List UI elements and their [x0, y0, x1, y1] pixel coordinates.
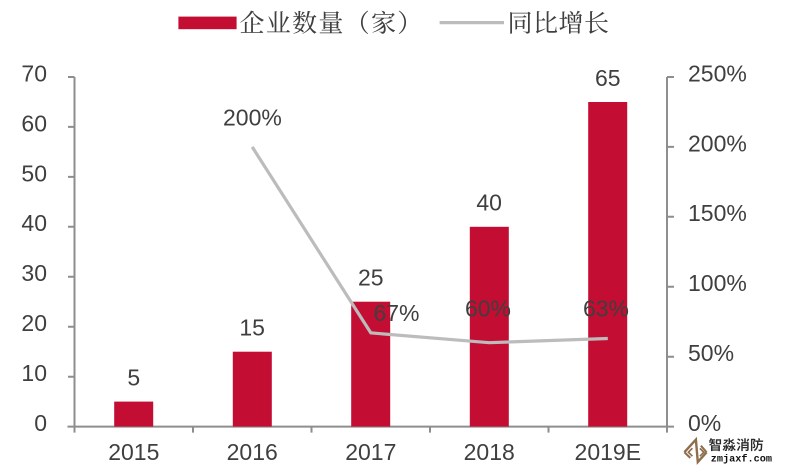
svg-text:10: 10 [21, 360, 47, 386]
svg-text:0: 0 [34, 410, 47, 436]
svg-text:5: 5 [127, 365, 140, 391]
svg-text:30: 30 [21, 260, 47, 286]
svg-text:zmjaxf.com: zmjaxf.com [711, 453, 772, 465]
svg-text:70: 70 [21, 60, 47, 86]
svg-text:67%: 67% [373, 300, 419, 326]
svg-text:15: 15 [239, 315, 265, 341]
svg-text:60%: 60% [465, 295, 511, 321]
svg-text:20: 20 [21, 310, 47, 336]
svg-text:100%: 100% [688, 270, 747, 296]
svg-text:2019E: 2019E [575, 439, 642, 465]
svg-text:40: 40 [476, 190, 502, 216]
svg-text:63%: 63% [583, 295, 629, 321]
svg-text:40: 40 [21, 210, 47, 236]
svg-text:2016: 2016 [227, 439, 278, 465]
svg-text:60: 60 [21, 110, 47, 136]
svg-text:65: 65 [595, 65, 621, 91]
svg-text:50%: 50% [688, 340, 734, 366]
svg-text:200%: 200% [223, 104, 282, 130]
svg-text:0%: 0% [688, 410, 721, 436]
svg-text:2015: 2015 [108, 439, 159, 465]
svg-text:25: 25 [358, 265, 384, 291]
svg-text:50: 50 [21, 160, 47, 186]
svg-text:250%: 250% [688, 60, 747, 86]
svg-text:2017: 2017 [345, 439, 396, 465]
svg-text:150%: 150% [688, 200, 747, 226]
svg-text:2018: 2018 [464, 439, 515, 465]
svg-text:200%: 200% [688, 130, 747, 156]
